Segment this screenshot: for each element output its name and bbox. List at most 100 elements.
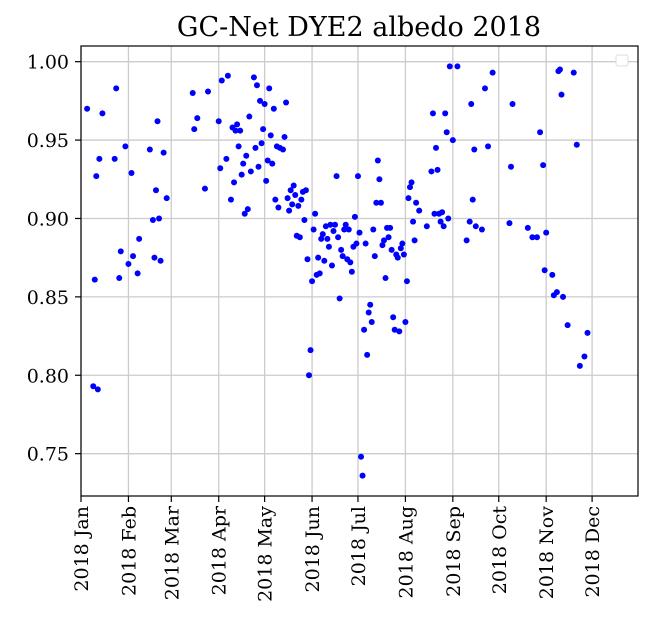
data-point [327, 221, 334, 228]
data-point [391, 326, 398, 333]
data-point [152, 187, 159, 194]
data-point [524, 224, 531, 231]
data-point [376, 176, 383, 183]
data-point [321, 257, 328, 264]
data-point [189, 90, 196, 97]
data-point [541, 267, 548, 274]
data-point [227, 196, 234, 203]
data-point [240, 160, 247, 167]
data-point [156, 215, 163, 222]
data-point [439, 209, 446, 216]
x-tick-label: 2018 Jun [302, 506, 324, 592]
data-point [336, 295, 343, 302]
data-point [306, 372, 312, 379]
data-point [194, 115, 201, 122]
data-point [454, 63, 461, 70]
data-point [379, 242, 386, 249]
data-point [478, 226, 485, 233]
data-point [332, 221, 339, 228]
data-point [258, 140, 265, 147]
data-point [234, 121, 241, 128]
data-point [296, 234, 303, 241]
data-point [540, 162, 547, 169]
data-point [312, 210, 319, 217]
data-point [365, 309, 372, 316]
data-point [374, 157, 381, 164]
data-point [281, 133, 288, 140]
data-point [301, 217, 308, 224]
data-point [113, 85, 120, 92]
data-point [506, 220, 513, 227]
data-point [356, 229, 363, 236]
data-point [318, 235, 325, 242]
data-point [397, 245, 404, 252]
data-point [160, 149, 167, 156]
data-point [463, 237, 470, 244]
x-tick-label: 2018 Jan [71, 506, 93, 592]
data-point [354, 173, 361, 180]
data-point [91, 276, 98, 283]
data-point [255, 163, 262, 170]
x-tick-label: 2018 May [255, 506, 277, 602]
data-point [449, 137, 456, 144]
data-point [116, 275, 123, 282]
data-point [431, 210, 438, 217]
data-point [405, 195, 412, 202]
data-point [286, 207, 293, 214]
data-point [325, 243, 332, 250]
data-point [125, 260, 132, 267]
data-point [469, 196, 476, 203]
data-point [367, 301, 374, 308]
plot-frame [80, 45, 639, 497]
data-point [261, 101, 268, 108]
data-point [201, 185, 208, 192]
data-point [485, 143, 492, 150]
gridlines [80, 46, 638, 496]
x-tick-label: 2018 Nov [536, 506, 558, 599]
data-point [553, 289, 560, 296]
data-point [231, 179, 238, 186]
data-point [394, 254, 401, 261]
y-tick-label: 0.85 [27, 287, 69, 309]
x-tick-label: 2018 Oct [489, 506, 511, 595]
data-point [122, 143, 129, 150]
y-axis: 0.75 0.80 0.85 0.90 0.95 1.00 [27, 52, 81, 466]
data-points [84, 63, 591, 479]
x-tick-label: 2018 Sep [443, 506, 465, 597]
data-point [304, 256, 311, 263]
data-point [130, 253, 137, 260]
data-point [560, 293, 567, 300]
data-point [217, 165, 224, 172]
data-point [151, 254, 158, 261]
data-point [402, 318, 409, 325]
data-point [224, 72, 231, 79]
data-point [136, 235, 143, 242]
data-point [333, 173, 340, 180]
data-point [423, 223, 430, 230]
data-point [471, 146, 478, 153]
data-point [215, 118, 222, 125]
x-tick-label: 2018 Aug [395, 506, 417, 599]
data-point [359, 472, 366, 479]
data-point [361, 326, 368, 333]
data-point [537, 129, 544, 136]
data-point [399, 240, 406, 247]
data-point [353, 240, 360, 247]
data-point [275, 204, 282, 211]
data-point [267, 132, 274, 139]
legend-box [615, 54, 629, 67]
data-point [284, 195, 291, 202]
data-point [368, 318, 375, 325]
data-point [128, 170, 135, 176]
data-point [84, 105, 91, 112]
data-point [289, 201, 296, 208]
data-point [307, 347, 314, 354]
data-point [232, 127, 239, 134]
data-point [408, 179, 415, 186]
data-point [466, 218, 473, 225]
data-point [319, 231, 326, 238]
data-point [584, 329, 591, 336]
data-point [358, 453, 365, 460]
data-point [302, 187, 309, 194]
data-point [556, 66, 563, 73]
